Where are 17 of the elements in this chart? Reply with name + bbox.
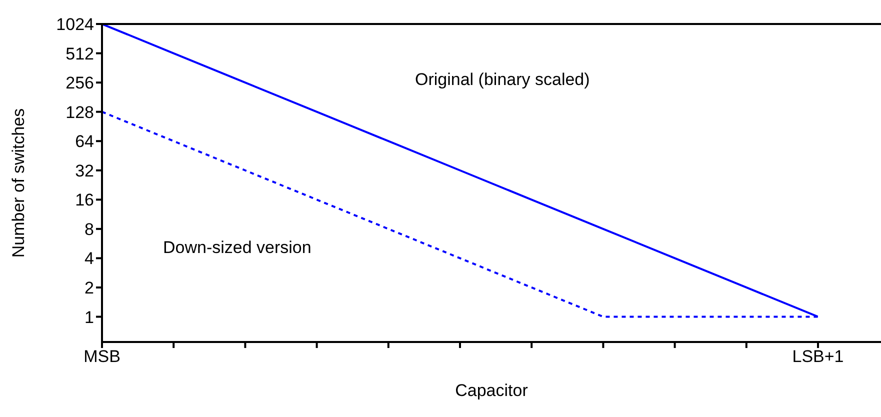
y-tick-label: 1 [84,308,94,327]
y-tick-label: 128 [66,102,94,122]
y-tick-label: 16 [75,190,94,210]
y-tick-label: 32 [75,161,94,180]
x-axis-title: Capacitor [455,381,528,400]
y-tick-label: 4 [84,249,94,268]
y-tick-label: 64 [75,132,94,152]
y-tick-label: 512 [66,44,94,64]
y-axis-title: Number of switches [9,108,28,258]
annotation: Original (binary scaled) [415,70,590,90]
y-tick-label: 2 [84,278,94,298]
y-tick-label: 8 [84,220,94,239]
x-tick-label: MSB [84,347,120,366]
y-tick-label: 1024 [56,15,94,34]
y-tick-label: 256 [66,74,94,93]
annotation: Down-sized version [163,238,312,258]
x-tick-label: LSB+1 [792,347,844,366]
